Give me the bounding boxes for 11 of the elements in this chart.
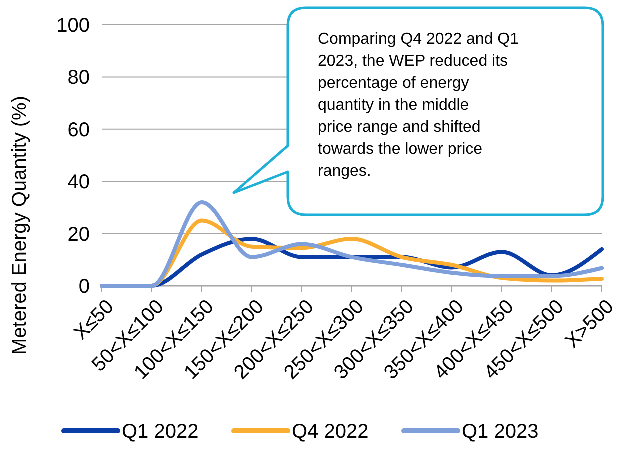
y-tick-label: 100 bbox=[56, 15, 90, 37]
legend-label: Q1 2022 bbox=[122, 421, 199, 443]
y-axis-title: Metered Energy Quantity (%) bbox=[9, 96, 31, 355]
annotation: Comparing Q4 2022 and Q1 2023, the WEP reduced its percentage of energy quantity in the middle price range and shifted towards the lower price ranges. bbox=[318, 31, 520, 180]
y-tick-label: 40 bbox=[68, 172, 90, 194]
legend-label: Q4 2022 bbox=[292, 421, 369, 443]
y-tick-label: 80 bbox=[68, 67, 90, 90]
y-tick-label: 20 bbox=[68, 224, 90, 246]
y-tick-label: 60 bbox=[68, 119, 90, 142]
legend-label: Q1 2023 bbox=[462, 421, 539, 443]
y-tick-label: 0 bbox=[78, 276, 90, 298]
